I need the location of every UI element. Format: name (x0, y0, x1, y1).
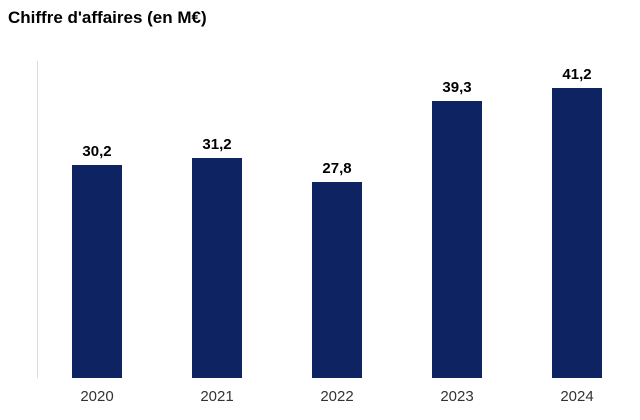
x-axis-label-2022: 2022 (320, 388, 354, 405)
x-axis-label-2024: 2024 (560, 388, 594, 405)
bar-2023 (432, 101, 482, 378)
bar-2024 (552, 87, 602, 378)
bar-2020 (72, 165, 122, 378)
bar-group-2024: 41,2 (517, 61, 637, 378)
y-axis-line (37, 61, 38, 378)
x-axis-label-2020: 2020 (80, 388, 114, 405)
x-axis-labels: 2020 2021 2022 2023 2024 (37, 388, 637, 405)
bar-value-label-2020: 30,2 (82, 143, 112, 161)
x-axis-label-2023: 2023 (440, 388, 474, 405)
plot-area: 30,2 31,2 27,8 39,3 41,2 (37, 61, 637, 378)
chart-title: Chiffre d'affaires (en M€) (8, 8, 207, 27)
bar-value-label-2022: 27,8 (322, 160, 352, 178)
bar-value-label-2023: 39,3 (442, 79, 472, 97)
bar-2021 (192, 158, 242, 378)
x-axis-label-2021: 2021 (200, 388, 234, 405)
bar-group-2020: 30,2 (37, 61, 157, 378)
bar-value-label-2021: 31,2 (202, 136, 232, 154)
bar-2022 (312, 182, 362, 378)
bar-group-2023: 39,3 (397, 61, 517, 378)
bar-value-label-2024: 41,2 (562, 65, 592, 83)
bar-group-2022: 27,8 (277, 61, 397, 378)
bar-group-2021: 31,2 (157, 61, 277, 378)
